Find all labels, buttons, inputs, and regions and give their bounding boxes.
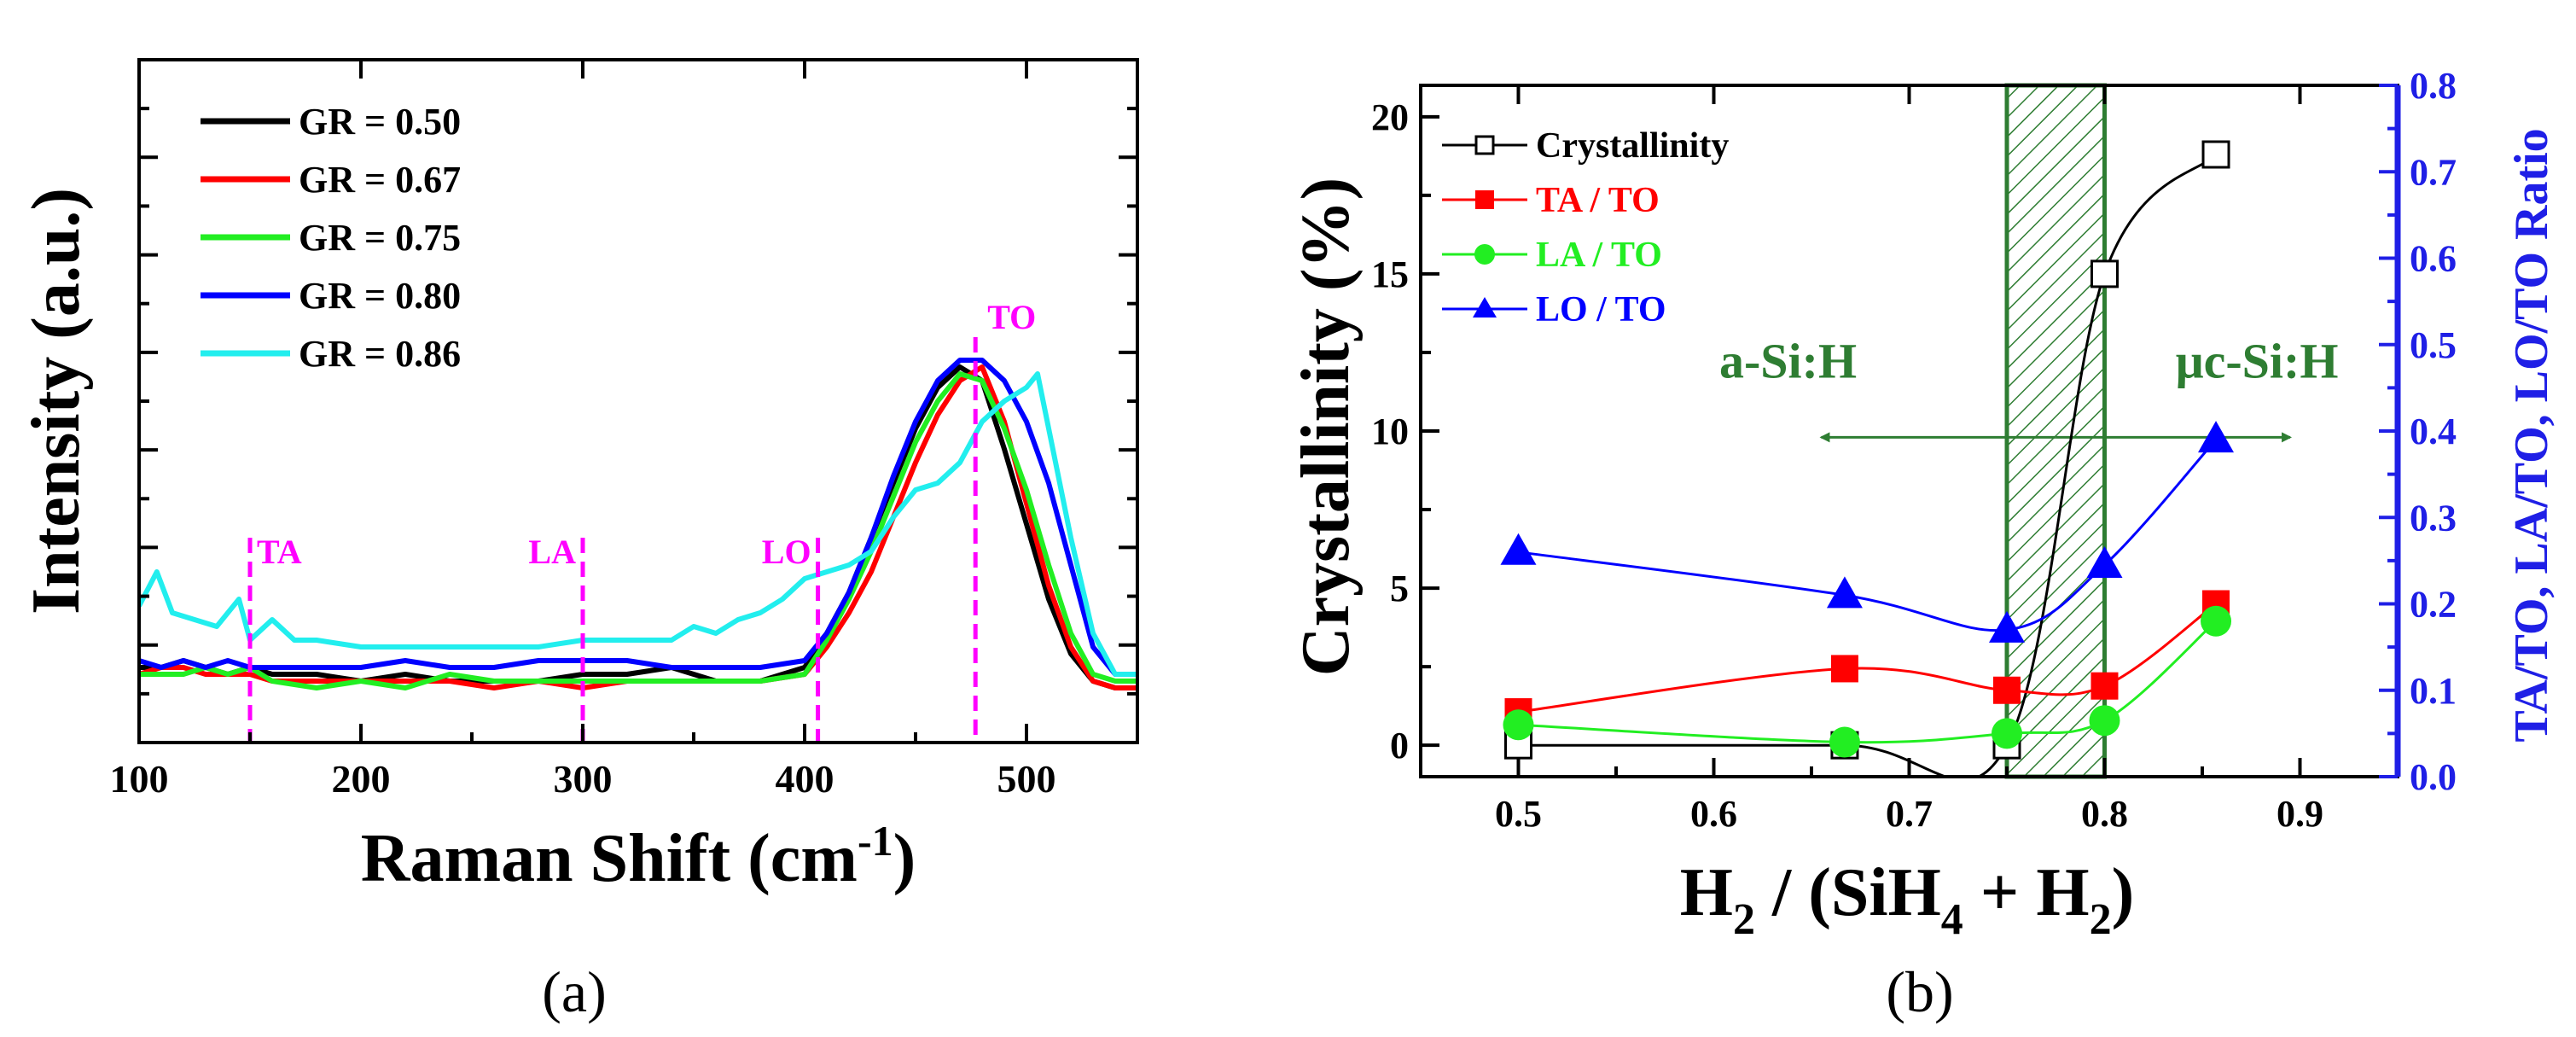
raman-series-4 [139,371,1137,677]
marker-la-to-3 [2089,705,2120,737]
raman-series-2 [139,371,1137,690]
ratio-ytick-label-5: 0.5 [2410,324,2457,366]
crys-legend-label-3: LO / TO [1536,290,1666,329]
reference-label-lo: LO [762,533,811,571]
crys-xtick-label-2: 0.7 [1886,793,1933,835]
annotation-a-si: a-Si:H [1719,333,1857,388]
marker-ta-to-1 [1830,655,1858,683]
marker-crystallinity-3 [2090,259,2119,288]
ratio-ytick-label-2: 0.2 [2410,584,2457,626]
ratio-ylabel: TA/TO, LA/TO, LO/TO Ratio [2505,128,2558,742]
raman-legend-label-1: GR = 0.67 [299,159,461,201]
marker-ta-to-3 [2090,672,2119,700]
transition-region [2004,83,2107,779]
ratio-ytick-label-1: 0.1 [2410,670,2457,712]
marker-ta-to-2 [1993,676,2021,704]
ratio-ytick-label-8: 0.8 [2410,65,2457,107]
crys-xtick-label-3: 0.8 [2081,793,2128,835]
raman-xtick-label-200: 200 [332,757,391,801]
raman-series-3 [139,358,1137,677]
raman-ylabel: Intensity (a.u.) [19,188,94,615]
raman-legend-label-2: GR = 0.75 [299,217,461,259]
crys-legend-marker-3 [1473,297,1497,318]
crystallinity-xlabel: H2 / (SiH4 + H2) [1680,855,2135,944]
crystallinity-ylabel: Crystallinity (%) [1288,178,1364,676]
raman-xlabel: Raman Shift (cm-1) [361,817,916,896]
crys-ytick-label-0: 0 [1390,725,1409,766]
crys-legend-label-0: Crystallinity [1536,126,1729,166]
crys-legend-label-1: TA / TO [1536,181,1660,220]
crys-legend-marker-2 [1474,244,1495,265]
marker-la-to-2 [1992,718,2022,749]
crys-legend-label-2: LA / TO [1536,236,1662,275]
caption-b: (b) [1886,959,1953,1024]
crys-legend-marker-1 [1475,190,1494,209]
raman-xtick-label-100: 100 [110,757,169,801]
raman-legend-label-3: GR = 0.80 [299,275,461,317]
ratio-ytick-label-7: 0.7 [2410,151,2457,193]
marker-lo-to-4 [2198,421,2235,453]
annotation-uc-si: μc-Si:H [2176,333,2339,388]
marker-crystallinity-4 [2201,140,2230,169]
reference-label-to: TO [987,298,1036,336]
ratio-ytick-label-0: 0.0 [2410,756,2457,798]
caption-a: (a) [542,959,606,1024]
marker-la-to-1 [1829,726,1860,758]
crys-ytick-label-10: 10 [1371,411,1409,452]
crys-legend-marker-0 [1474,135,1495,155]
crys-ytick-label-5: 5 [1390,568,1409,609]
crystallinity-chart: a-Si:H μc-Si:H 0.5 0.6 0.7 0.8 0.9 0 5 10 15 20 0… [1288,65,2558,1024]
raman-xtick-label-500: 500 [997,757,1056,801]
ratio-ytick-label-6: 0.6 [2410,238,2457,280]
raman-legend: GR = 0.50 GR = 0.67 GR = 0.75 GR = 0.80 GR =… [201,101,461,375]
series-line-la-to [1518,620,2218,744]
reference-label-ta: TA [257,533,302,571]
series-line-lo-to [1518,439,2218,632]
crys-xtick-label-1: 0.6 [1690,793,1737,835]
marker-lo-to-2 [1989,610,2025,643]
marker-lo-to-0 [1500,533,1537,565]
crys-xtick-label-4: 0.9 [2277,793,2323,835]
raman-legend-label-4: GR = 0.86 [299,333,461,375]
marker-lo-to-3 [2086,545,2123,578]
crys-ytick-label-15: 15 [1371,253,1409,295]
series-line-ta-to [1518,603,2217,714]
crystallinity-legend: Crystallinity TA / TO LA / TO LO / TO [1442,126,1729,329]
raman-xtick-label-300: 300 [554,757,613,801]
ratio-ytick-label-4: 0.4 [2410,411,2457,452]
raman-legend-label-0: GR = 0.50 [299,101,461,143]
raman-xtick-label-400: 400 [776,757,834,801]
reference-label-la: LA [528,533,576,571]
marker-la-to-4 [2201,605,2232,637]
crys-ytick-label-20: 20 [1371,96,1409,138]
marker-la-to-0 [1503,709,1534,741]
marker-lo-to-1 [1826,576,1863,609]
crys-xtick-label-0: 0.5 [1495,793,1542,835]
ratio-ytick-label-3: 0.3 [2410,497,2457,539]
